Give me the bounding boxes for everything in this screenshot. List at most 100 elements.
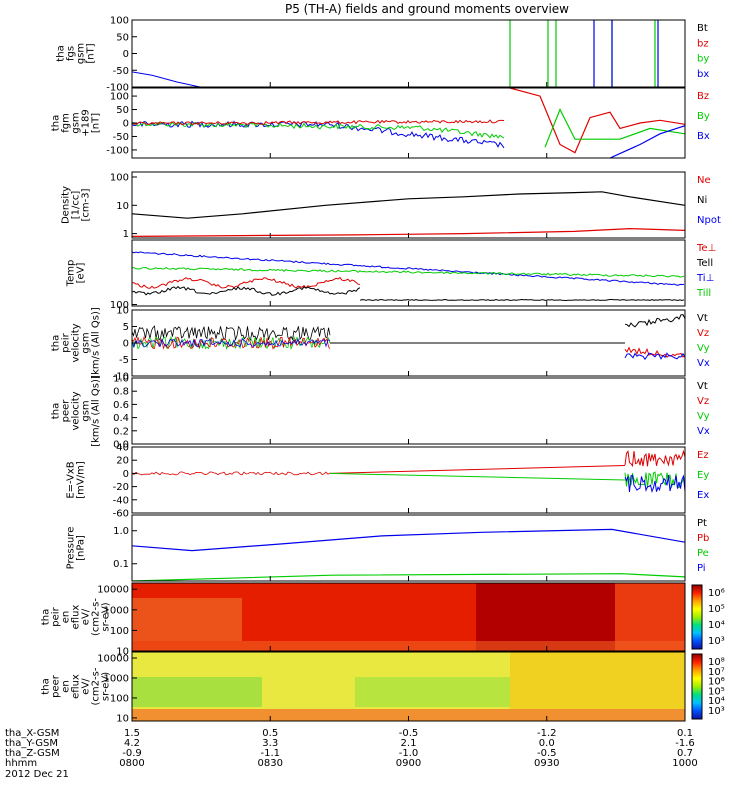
colorbar-label: 10³ [708,706,725,717]
heat-blob-mid [355,677,510,707]
ylabel-line: Pressure [66,527,77,570]
ylabel-line: gsm [71,112,82,133]
legend-vt: Vt [697,313,708,324]
xaxis-value-x: -1.2 [537,728,557,739]
heat-block-late [510,652,685,709]
ylabel-line: [mV/m] [76,461,87,499]
xaxis-value-t: 0900 [396,758,421,769]
panel-frame-efield [131,446,686,514]
ytick-label: 5 [123,322,129,333]
panel-frame-density [131,171,686,239]
plot-area-density [132,191,685,237]
panel-peir_spec: 10000 1000 100 10 tha peir en eflux eV/(cm2-s-sr… [41,582,725,658]
ylabel-line: en [61,680,72,693]
ytick-label: 1000 [104,605,129,616]
legend-ne: Ne [697,175,711,186]
legend-ni: Ni [697,195,707,206]
series-ey-trend [329,472,626,481]
ytick-label: -100 [106,83,129,94]
ylabel-line: E=-VxB [66,461,77,498]
ytick-label: 0.4 [113,413,129,424]
xaxis-row-label: tha_X-GSM [5,728,59,739]
plot-area-pressure [132,528,685,581]
legend-bx: Bx [697,131,710,142]
ytick-label: 10 [116,647,129,658]
xaxis-value-y: 0.0 [539,738,555,749]
ylabel-line: eV/ [81,678,92,695]
xaxis-value-y: -1.6 [675,738,695,749]
ylabel-line: [nPa] [76,535,87,561]
ytick-label: 0.1 [113,559,129,570]
xaxis-value-y: 4.2 [124,738,140,749]
legend-vz: Vz [697,328,709,339]
ylabel-line: en [61,611,72,624]
series-bx [132,120,505,149]
ylabel-line: sr-eV) [101,602,112,631]
xaxis-value-t: 0800 [119,758,144,769]
legend-by: by [697,54,709,65]
ylabel-line: eV/ [81,608,92,625]
series-bx-disturbed [609,125,685,158]
ylabel-line: gsm [81,400,92,421]
xaxis-value-z: -1.1 [260,748,280,759]
ytick-label: 100 [110,626,129,637]
ylabel-line: peir [61,332,72,352]
ytick-label: 10 [116,201,129,212]
xaxis-value-y: 2.1 [401,738,417,749]
plot-area-peir_vel [132,314,685,361]
series-pe [132,573,685,581]
ytick-label: 0 [123,339,129,350]
ylabel-peer_vel: tha peer velocity gsm [km/s (All Qs)] [51,375,102,447]
heat-blob-early [132,677,262,707]
ylabel-line: +189 [81,109,92,136]
colorbar-label: 10⁵ [708,604,725,615]
ylabel-line: peir [51,606,62,626]
panel-frame-temp [131,239,686,307]
ytick-label: 0 [123,49,129,60]
series-vt [132,325,331,342]
ylabel-temp: Temp [eV] [66,260,87,288]
ylabel-line: velocity [71,391,82,430]
ytick-label: 40 [116,443,129,454]
heat-band-early [132,598,242,641]
xaxis-value-z: -0.9 [122,748,142,759]
xaxis-value-z: 0.7 [677,748,693,759]
ylabel-peir_vel: tha peir velocity gsm [km/s (All Qs)] [51,307,102,379]
ylabel-line: [cm-3] [81,188,92,221]
series-by-disturbed [544,108,685,148]
legend-bz: bz [697,38,709,49]
legend-ex: Ex [697,490,709,501]
ytick-label: 100 [110,693,129,704]
plot-area-efield [132,449,685,494]
ylabel-line: fgm [61,113,72,133]
ylabel-peir_spec: tha peir en eflux eV/(cm2-s-sr-eV) [41,598,112,636]
legend-npot: Npot [697,215,721,226]
xaxis-value-y: 3.3 [262,738,278,749]
panel-temp: 100 Temp [eV] Te⊥ Tell Ti⊥ Till [66,239,716,311]
colorbar-label: 10⁸ [708,657,725,668]
ylabel-line: fgs [66,46,77,61]
ytick-label: 0 [123,119,129,130]
ytick-label: 50 [116,32,129,43]
legend-bt: Bt [697,23,708,34]
series-bx [132,71,201,87]
xaxis-value-x: 0.5 [262,728,278,739]
series-te-par [132,285,361,296]
ytick-label: 0 [123,469,129,480]
legend-vy: Vy [697,343,710,354]
ytick-label: 100 [110,16,129,27]
xaxis-value-t: 0930 [534,758,559,769]
panel-density: 100 10 1 Density [1/cc] [cm-3] Ne Ni Npot [61,171,721,240]
ylabel-line: velocity [71,323,82,362]
xaxis-value-x: 0.1 [677,728,693,739]
ytick-label: 0.8 [113,387,129,398]
ytick-label: 10 [116,306,129,317]
ylabel-line: tha [51,335,62,351]
legend-bz: Bz [697,91,709,102]
panel-fgm: 100 50 0 -50 -100 tha fgm gsm +189 [nT] Bz By Bx [51,87,710,159]
legend-tell: Tell [696,258,713,269]
legend-pi: Pi [697,563,706,574]
ytick-label: 100 [110,300,129,311]
ytick-label: -20 [113,482,129,493]
ytick-label: 0.6 [113,400,129,411]
